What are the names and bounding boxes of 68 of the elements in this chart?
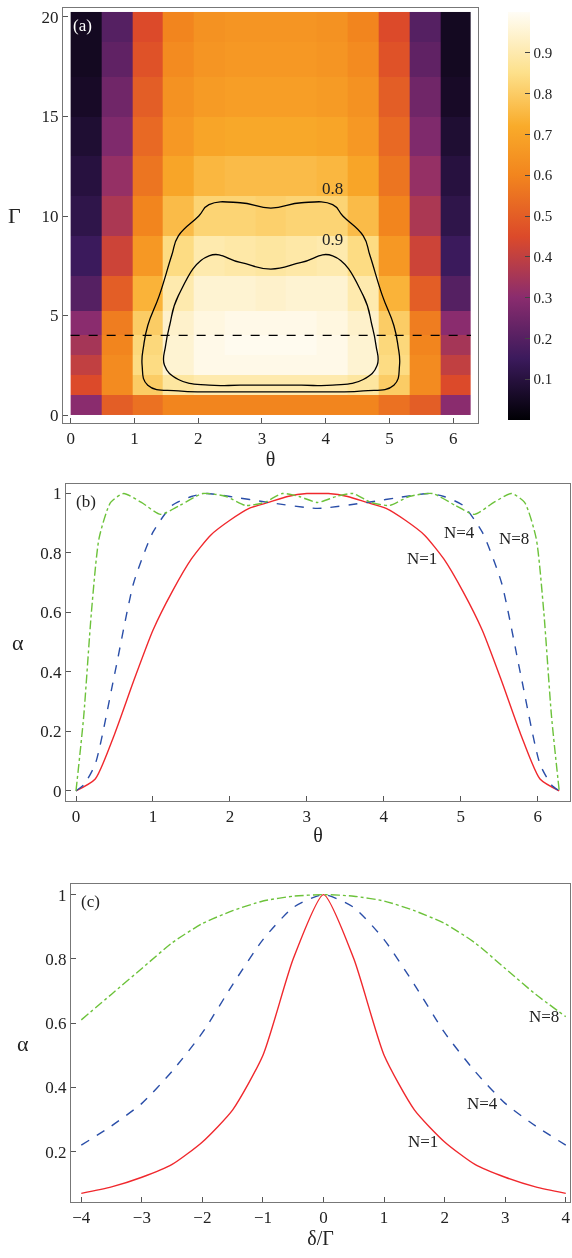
x-tick-label: 6: [448, 429, 458, 449]
x-tick-label: −2: [193, 1208, 212, 1228]
annotation: N=8: [529, 1007, 560, 1026]
y-tick-label: 0.2: [40, 722, 62, 742]
x-tick-label: 4: [379, 807, 389, 827]
color-bar-label: 0.6: [533, 167, 553, 184]
color-bar-label: 0.3: [533, 289, 553, 306]
y-tick-label: 5: [50, 306, 59, 326]
x-tick-label: 4: [561, 1208, 571, 1228]
color-bar-label: 0.1: [533, 371, 553, 388]
x-tick-label: 1: [130, 429, 139, 449]
y-tick-label: 0.6: [40, 603, 62, 623]
x-axis-title: θ: [265, 448, 276, 471]
y-tick-label: 10: [41, 206, 59, 226]
y-tick-label: 0.4: [45, 1078, 68, 1098]
x-tick-label: 3: [302, 807, 312, 827]
y-axis-title: α: [12, 630, 24, 655]
x-tick-label: 3: [257, 429, 267, 449]
y-tick-label: 0: [53, 781, 62, 801]
x-tick-label: −4: [72, 1208, 91, 1228]
x-tick-label: −1: [253, 1208, 273, 1228]
annotation: N=8: [499, 529, 530, 548]
x-tick-label: 4: [321, 429, 331, 449]
x-tick-label: 2: [225, 807, 235, 827]
y-tick-label: 0.2: [45, 1142, 67, 1162]
annotation: (a): [73, 16, 92, 35]
color-bar-label: 0.2: [533, 330, 553, 347]
x-axis-title: δ/Γ: [307, 1227, 334, 1250]
y-tick-label: 0.8: [40, 543, 62, 563]
x-tick-label: 2: [193, 429, 203, 449]
x-tick-label: 3: [500, 1208, 510, 1228]
annotation: 0.9: [322, 230, 344, 249]
x-axis-title: θ: [313, 823, 323, 846]
annotation: 0.8: [322, 179, 344, 198]
color-bar-label: 0.5: [533, 208, 553, 225]
color-bar-label: 0.8: [533, 85, 553, 102]
x-tick-label: 0: [319, 1208, 328, 1228]
line-series: [80, 893, 567, 1195]
x-tick-label: 2: [440, 1208, 449, 1228]
line-series: [75, 492, 560, 792]
x-tick-label: 1: [379, 1208, 389, 1228]
y-tick-label: 1: [58, 885, 67, 905]
color-bar-label: 0.7: [533, 126, 553, 143]
annotation: N=4: [444, 523, 475, 542]
y-tick-label: 15: [41, 107, 59, 127]
x-tick-label: −3: [132, 1208, 151, 1228]
annotation: (b): [76, 492, 96, 511]
y-tick-label: 1: [53, 484, 62, 504]
y-tick-label: 0.4: [40, 662, 63, 682]
annotation: N=4: [467, 1094, 498, 1113]
x-tick-label: 1: [148, 807, 158, 827]
x-tick-label: 6: [533, 807, 542, 827]
color-bar-label: 0.9: [533, 45, 553, 62]
y-tick-label: 0: [50, 405, 59, 425]
y-axis-title: α: [17, 1031, 29, 1056]
x-tick-label: 0: [71, 807, 81, 827]
annotation: (c): [81, 892, 100, 911]
x-tick-label: 5: [456, 807, 465, 827]
y-axis-title: Γ: [8, 203, 21, 228]
y-tick-label: 0.6: [45, 1014, 67, 1034]
color-bar-label: 0.4: [533, 249, 553, 266]
line-series: [80, 893, 567, 1021]
line-series: [80, 893, 567, 1146]
y-tick-label: 0.8: [45, 949, 67, 969]
annotation: N=1: [408, 1132, 439, 1151]
annotation: N=1: [407, 549, 438, 568]
x-tick-label: 5: [385, 429, 394, 449]
y-tick-label: 20: [41, 7, 59, 27]
